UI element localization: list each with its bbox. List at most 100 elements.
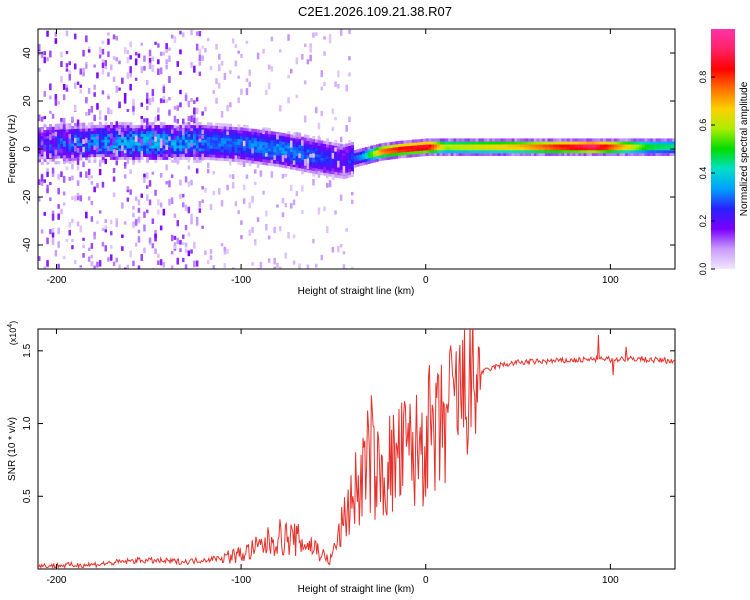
heatmap-noise-cell (132, 260, 135, 267)
heatmap-cell (112, 156, 116, 160)
heatmap-cell (90, 128, 94, 132)
heatmap-cell (60, 146, 64, 150)
heatmap-cell (312, 144, 316, 148)
heatmap-cell (273, 163, 277, 167)
heatmap-noise-cell (115, 57, 118, 62)
heatmap-noise-cell (248, 81, 251, 87)
heatmap-cell (303, 154, 307, 158)
heatmap-cell (123, 156, 127, 160)
heatmap-noise-cell (351, 191, 354, 196)
heatmap-cell (450, 141, 454, 145)
heatmap-noise-cell (151, 65, 155, 71)
heatmap-cell (375, 150, 379, 154)
heatmap-cell (71, 126, 75, 130)
heatmap-cell (82, 142, 86, 146)
heatmap-cell (248, 139, 252, 144)
heatmap-noise-cell (218, 187, 221, 195)
heatmap-cell (240, 127, 244, 131)
heatmap-cell (265, 136, 269, 140)
heatmap-cell (555, 152, 559, 156)
heatmap-cell (176, 136, 180, 140)
heatmap-noise-cell (98, 110, 102, 116)
heatmap-noise-cell (96, 103, 99, 110)
heatmap-cell (328, 153, 332, 157)
heatmap-cell (193, 133, 197, 137)
heatmap-cell (558, 138, 562, 142)
heatmap-cell (517, 141, 521, 145)
heatmap-cell (514, 152, 518, 156)
heatmap-cell (514, 144, 518, 148)
heatmap-cell (306, 152, 310, 156)
heatmap-noise-cell (104, 158, 107, 165)
heatmap-cell (558, 150, 562, 154)
heatmap-noise-cell (298, 263, 301, 269)
heatmap-cell (367, 149, 371, 153)
heatmap-cell (619, 150, 623, 154)
heatmap-cell (132, 125, 136, 129)
bottom-y-tick-label: 0.5 (22, 489, 33, 503)
heatmap-cell (104, 139, 108, 143)
heatmap-cell (409, 145, 413, 149)
heatmap-cell (179, 136, 183, 140)
heatmap-cell (254, 152, 257, 156)
heatmap-cell (107, 142, 111, 146)
heatmap-cell (475, 152, 479, 156)
heatmap-cell (464, 152, 468, 156)
heatmap-cell (57, 138, 61, 142)
heatmap-cell (625, 150, 629, 154)
heatmap-noise-cell (132, 106, 135, 112)
heatmap-noise-cell (126, 72, 130, 79)
heatmap-noise-cell (287, 97, 290, 104)
top-y-tick-label: 20 (22, 95, 33, 107)
heatmap-cell (647, 152, 651, 156)
heatmap-cell (470, 147, 474, 151)
heatmap-noise-cell (312, 238, 315, 244)
heatmap-cell (622, 144, 626, 148)
heatmap-cell (303, 145, 307, 150)
heatmap-cell (486, 141, 490, 145)
heatmap-cell (112, 142, 116, 146)
heatmap-cell (442, 138, 446, 142)
heatmap-cell (464, 150, 468, 154)
heatmap-noise-cell (40, 175, 44, 182)
heatmap-noise-cell (170, 234, 174, 242)
heatmap-cell (195, 136, 199, 140)
heatmap-cell (220, 152, 224, 156)
heatmap-cell (165, 150, 169, 155)
heatmap-cell (65, 126, 69, 130)
heatmap-cell (287, 162, 291, 166)
heatmap-cell (655, 150, 659, 154)
heatmap-cell (298, 167, 302, 171)
heatmap-noise-cell (273, 266, 276, 269)
heatmap-cell (82, 151, 86, 155)
heatmap-cell (90, 153, 94, 158)
heatmap-cell (170, 133, 174, 137)
heatmap-cell (157, 142, 161, 146)
heatmap-cell (533, 144, 537, 148)
heatmap-cell (93, 127, 97, 132)
heatmap-noise-cell (79, 84, 82, 88)
heatmap-cell (531, 144, 534, 148)
heatmap-noise-cell (85, 64, 88, 69)
heatmap-cell (334, 165, 338, 169)
top-y-tick-label: 40 (22, 47, 33, 59)
heatmap-cell (226, 138, 230, 142)
heatmap-cell (204, 150, 208, 155)
heatmap-noise-cell (43, 211, 46, 216)
heatmap-cell (195, 122, 199, 126)
heatmap-cell (126, 148, 130, 152)
heatmap-noise-cell (129, 66, 132, 73)
heatmap-noise-cell (159, 173, 163, 178)
heatmap-cell (591, 144, 595, 148)
heatmap-cell (195, 148, 199, 152)
heatmap-cell (580, 141, 584, 145)
heatmap-cell (270, 131, 274, 135)
heatmap-cell (547, 144, 551, 148)
heatmap-cell (168, 127, 172, 132)
heatmap-cell (650, 144, 654, 148)
heatmap-noise-cell (62, 94, 66, 101)
heatmap-cell (90, 151, 94, 155)
heatmap-cell (273, 134, 277, 138)
heatmap-cell (287, 154, 291, 158)
heatmap-noise-cell (74, 145, 77, 152)
